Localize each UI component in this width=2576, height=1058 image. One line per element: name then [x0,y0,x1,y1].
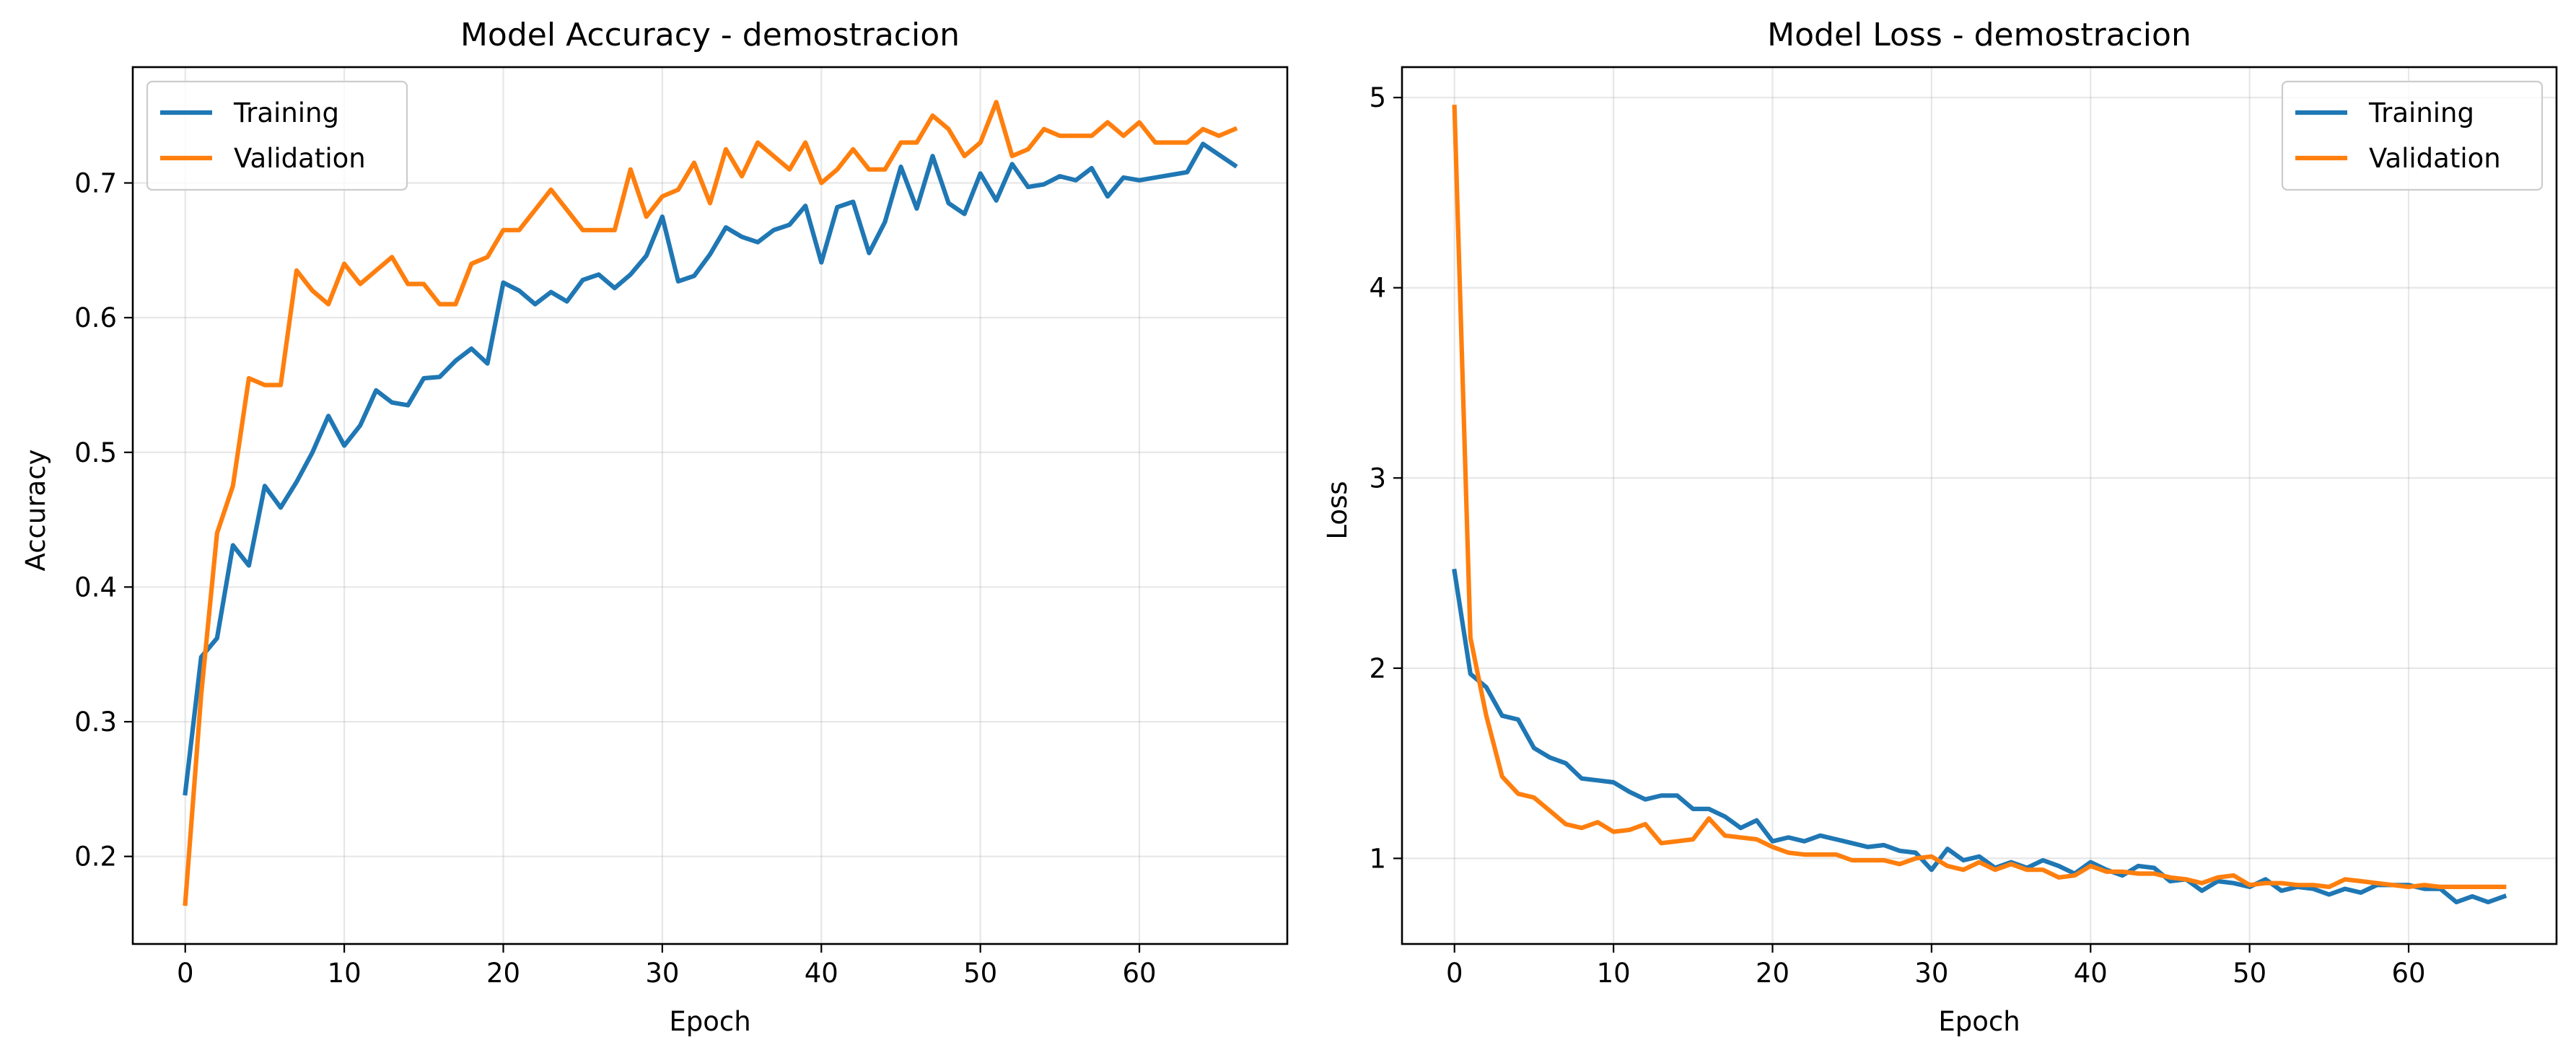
accuracy-x-tick-label: 10 [328,958,362,989]
accuracy-series-validation-line [183,100,1238,906]
accuracy-legend-box [146,80,408,191]
accuracy-x-tick-label: 0 [177,958,194,989]
accuracy-legend-label-validation: Validation [234,143,366,174]
accuracy-y-tick-label: 0.4 [74,572,117,603]
accuracy-y-tick-label: 0.6 [74,302,117,333]
loss-legend: Training Validation [2281,80,2544,191]
loss-y-tick-label: 4 [1369,273,1386,304]
loss-y-tick-label: 2 [1369,653,1386,684]
accuracy-chart-title: Model Accuracy - demostracion [460,17,960,53]
loss-legend-label-validation: Validation [2369,143,2501,174]
accuracy-y-tick-label: 0.3 [74,707,117,738]
loss-chart-title: Model Loss - demostracion [1767,17,2191,53]
loss-y-tick-label: 1 [1369,843,1386,874]
loss-chart: 0 10 20 30 40 50 60 1 2 3 4 5 Model Loss - demostra… [1322,17,2558,1037]
accuracy-legend: Training Validation [146,80,408,191]
accuracy-x-tick-label: 30 [645,958,679,989]
accuracy-axes-frame [131,66,1289,945]
loss-ticks: 0 10 20 30 40 50 60 1 2 3 4 5 [1369,82,2425,989]
accuracy-x-tick-label: 50 [963,958,997,989]
accuracy-y-tick-label: 0.5 [74,437,117,468]
accuracy-y-axis-label: Accuracy [20,450,51,572]
accuracy-grid [133,67,1287,944]
loss-legend-label-training: Training [2368,97,2474,128]
accuracy-x-tick-label: 60 [1122,958,1156,989]
accuracy-x-tick-label: 20 [486,958,520,989]
loss-x-tick-label: 60 [2391,958,2425,989]
accuracy-lines [183,100,1238,906]
loss-x-tick-label: 30 [1914,958,1948,989]
loss-y-tick-label: 3 [1369,463,1386,494]
loss-legend-box [2281,80,2544,191]
accuracy-x-tick-label: 40 [805,958,838,989]
loss-x-tick-label: 20 [1756,958,1789,989]
loss-x-tick-label: 10 [1597,958,1631,989]
accuracy-legend-label-training: Training [233,97,339,128]
loss-y-tick-label: 5 [1369,82,1386,113]
accuracy-chart: 0 10 20 30 40 50 60 0.2 0.3 0.4 0.5 0.6 0.7 Model Ac… [20,17,1289,1037]
loss-x-tick-label: 50 [2233,958,2266,989]
loss-x-axis-label: Epoch [1938,1006,2020,1037]
accuracy-x-axis-label: Epoch [669,1006,750,1037]
loss-y-axis-label: Loss [1322,481,1353,539]
accuracy-y-tick-label: 0.7 [74,168,117,199]
accuracy-y-tick-label: 0.2 [74,841,117,873]
loss-x-tick-label: 0 [1446,958,1463,989]
loss-x-tick-label: 40 [2074,958,2108,989]
loss-axes-frame [1401,66,2558,945]
accuracy-ticks: 0 10 20 30 40 50 60 0.2 0.3 0.4 0.5 0.6 0.7 [74,168,1156,989]
loss-series-training-line [1452,568,2507,905]
loss-series-validation-line [1452,105,2507,890]
accuracy-series-training-line [183,141,1238,796]
loss-lines [1452,105,2507,905]
